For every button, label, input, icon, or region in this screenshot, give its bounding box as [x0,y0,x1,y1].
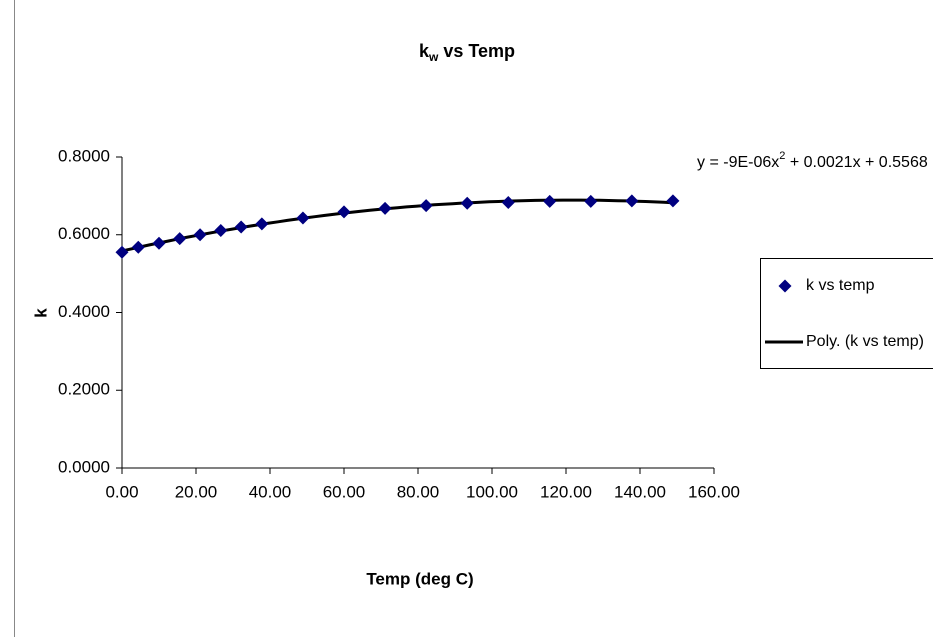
point [193,228,207,242]
point [666,194,680,208]
equation-sup: 2 [779,150,785,162]
point [543,194,557,208]
x-tick-label: 40.00 [249,482,292,501]
y-axis-label: k [31,308,50,318]
x-tick-label: 120.00 [540,482,592,501]
x-tick-label: 100.00 [466,482,518,501]
legend-label: k vs temp [806,277,875,294]
point [378,201,392,215]
x-tick-label: 20.00 [175,482,218,501]
point [255,217,269,231]
point [419,199,433,213]
point [625,194,639,208]
point [296,211,310,225]
y-tick-label: 0.2000 [58,380,110,399]
y-tick-label: 0.4000 [58,302,110,321]
x-tick-label: 60.00 [323,482,366,501]
x-tick-label: 80.00 [397,482,440,501]
legend-label: Poly. (k vs temp) [806,333,924,350]
title-main: k [419,41,430,61]
x-axis-label: Temp (deg C) [366,569,473,588]
equation-rest: + 0.0021x + 0.5568 [785,154,927,171]
y-tick-label: 0.8000 [58,146,110,165]
x-tick-label: 0.00 [105,482,138,501]
point [131,240,145,254]
title-sub: w [428,50,439,64]
point [460,196,474,210]
point [115,245,129,259]
point [234,220,248,234]
legend-box [760,258,933,369]
x-tick-label: 140.00 [614,482,666,501]
point [173,232,187,246]
x-tick-label: 160.00 [688,482,740,501]
point [501,195,515,209]
trendline [121,198,673,253]
trendline-equation: y = -9E-06x2 + 0.0021x + 0.5568 [697,150,928,171]
point [337,205,351,219]
equation-main: y = -9E-06x [697,154,779,171]
y-tick-label: 0.0000 [58,457,110,476]
legend-marker [778,279,792,293]
point [214,223,228,237]
title-rest: vs Temp [438,41,515,61]
point [584,194,598,208]
y-tick-label: 0.6000 [58,224,110,243]
point [152,236,166,250]
chart-title: kw vs Temp [419,41,515,64]
